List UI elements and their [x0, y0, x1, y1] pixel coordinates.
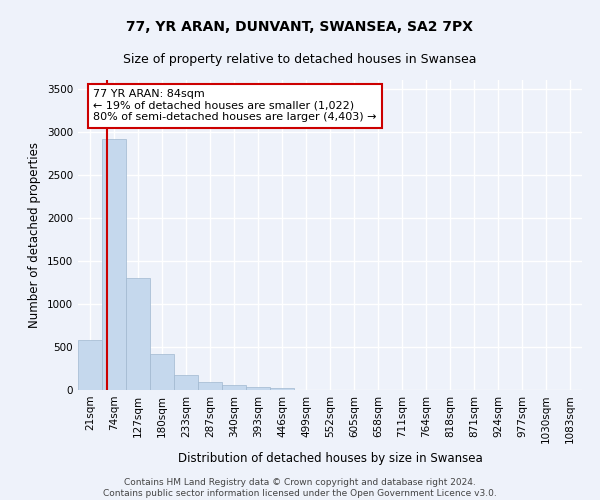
Bar	[150, 354, 174, 390]
Bar	[126, 278, 150, 390]
Bar	[246, 387, 270, 390]
Text: 77 YR ARAN: 84sqm
← 19% of detached houses are smaller (1,022)
80% of semi-detac: 77 YR ARAN: 84sqm ← 19% of detached hous…	[93, 90, 377, 122]
Text: Size of property relative to detached houses in Swansea: Size of property relative to detached ho…	[123, 52, 477, 66]
Bar	[102, 138, 126, 390]
Bar	[174, 375, 198, 390]
Bar	[270, 388, 294, 390]
Text: Contains HM Land Registry data © Crown copyright and database right 2024.
Contai: Contains HM Land Registry data © Crown c…	[103, 478, 497, 498]
Text: 77, YR ARAN, DUNVANT, SWANSEA, SA2 7PX: 77, YR ARAN, DUNVANT, SWANSEA, SA2 7PX	[127, 20, 473, 34]
Bar	[78, 340, 102, 390]
Bar	[222, 386, 246, 390]
Bar	[198, 382, 222, 390]
X-axis label: Distribution of detached houses by size in Swansea: Distribution of detached houses by size …	[178, 452, 482, 465]
Y-axis label: Number of detached properties: Number of detached properties	[28, 142, 41, 328]
